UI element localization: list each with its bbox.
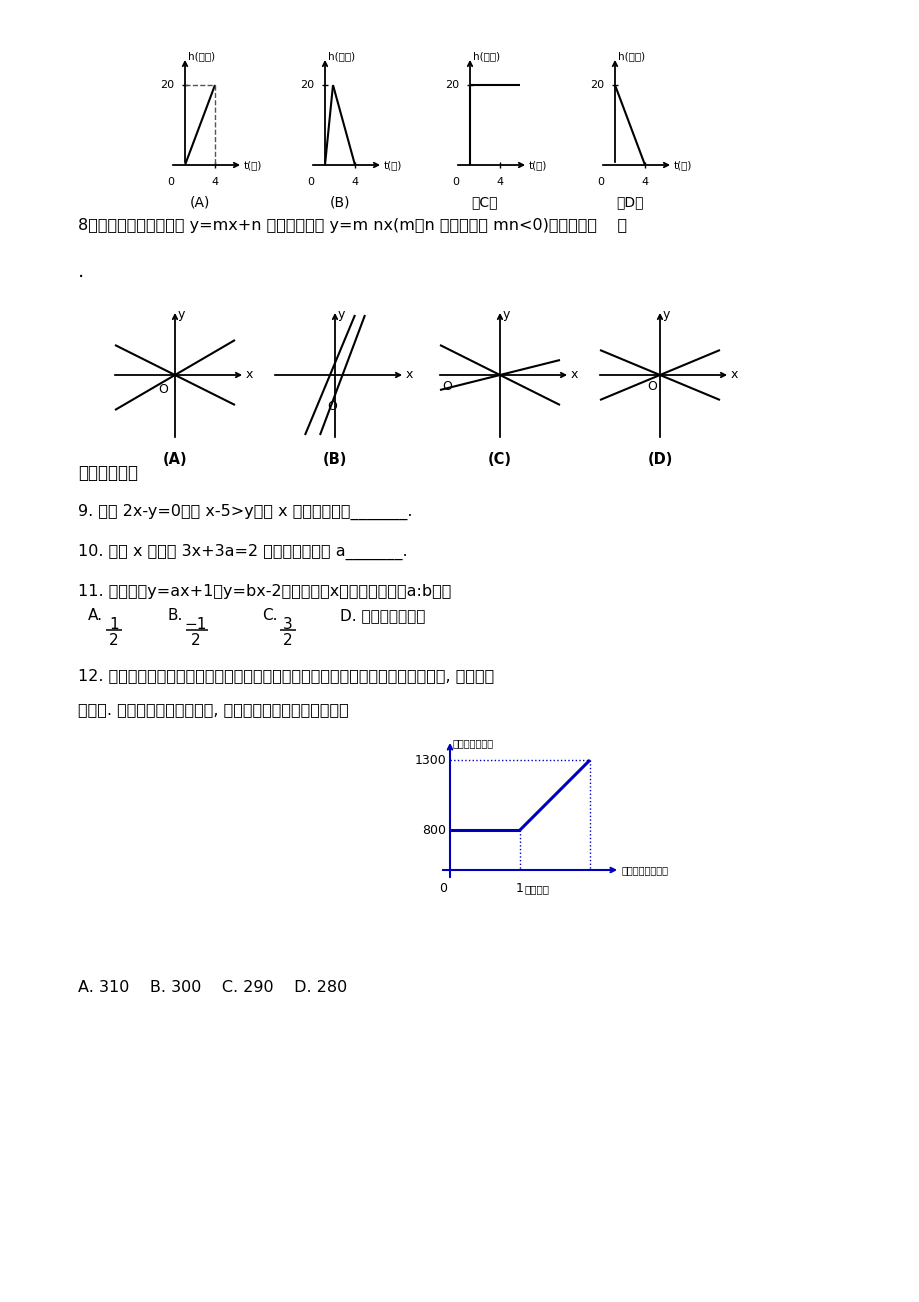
- Text: 0: 0: [438, 881, 447, 894]
- Text: −1: −1: [185, 617, 207, 631]
- Text: 个人收入（元）: 个人收入（元）: [452, 738, 494, 749]
- Text: (B): (B): [323, 452, 346, 467]
- Text: O: O: [646, 380, 656, 393]
- Text: 图所示. 由图中给出的信息可知, 营销人员没有销售时的收入是: 图所示. 由图中给出的信息可知, 营销人员没有销售时的收入是: [78, 702, 348, 717]
- Text: O: O: [327, 400, 336, 413]
- Text: 3: 3: [283, 617, 292, 631]
- Text: 10. 关于 x 的方程 3x+3a=2 的解是正数，则 a_______.: 10. 关于 x 的方程 3x+3a=2 的解是正数，则 a_______.: [78, 544, 407, 560]
- Text: 20: 20: [160, 79, 174, 90]
- Text: 20: 20: [589, 79, 604, 90]
- Text: h(厘米): h(厘米): [328, 51, 355, 61]
- Text: O: O: [442, 380, 451, 393]
- Text: 三、课外拓展: 三、课外拓展: [78, 464, 138, 482]
- Text: 月销售量: 月销售量: [525, 884, 550, 894]
- Text: 4: 4: [351, 177, 358, 187]
- Text: 20: 20: [300, 79, 313, 90]
- Text: 0: 0: [452, 177, 459, 187]
- Text: A.: A.: [88, 608, 103, 622]
- Text: 0: 0: [167, 177, 175, 187]
- Text: h(厘米): h(厘米): [472, 51, 500, 61]
- Text: y: y: [337, 309, 345, 322]
- Text: (B): (B): [329, 195, 350, 210]
- Text: 2: 2: [283, 633, 292, 648]
- Text: y: y: [663, 309, 670, 322]
- Text: 2: 2: [191, 633, 200, 648]
- Text: (D): (D): [647, 452, 672, 467]
- Text: x: x: [405, 368, 413, 381]
- Text: A. 310    B. 300    C. 290    D. 280: A. 310 B. 300 C. 290 D. 280: [78, 980, 346, 995]
- Text: 1300: 1300: [414, 754, 446, 767]
- Text: (A): (A): [189, 195, 210, 210]
- Text: 9. 已知 2x-y=0，且 x-5>y，则 x 的取值范围是_______.: 9. 已知 2x-y=0，且 x-5>y，则 x 的取值范围是_______.: [78, 504, 412, 521]
- Text: （C）: （C）: [471, 195, 498, 210]
- Text: 800: 800: [422, 823, 446, 836]
- Text: C.: C.: [262, 608, 278, 622]
- Text: 0: 0: [596, 177, 604, 187]
- Text: D. 以上答案都不对: D. 以上答案都不对: [340, 608, 425, 622]
- Text: y: y: [503, 309, 510, 322]
- Text: h(厘米): h(厘米): [187, 51, 215, 61]
- Text: t(时): t(时): [383, 160, 402, 171]
- Text: t(时): t(时): [674, 160, 692, 171]
- Text: 12. 某公司市场营业员销部的营销人员的个人收入与其每月的销售量成一次函数关系, 其图象如: 12. 某公司市场营业员销部的营销人员的个人收入与其每月的销售量成一次函数关系,…: [78, 668, 494, 684]
- Text: (C): (C): [487, 452, 512, 467]
- Text: y: y: [177, 309, 185, 322]
- Text: 20: 20: [445, 79, 459, 90]
- Text: B.: B.: [168, 608, 183, 622]
- Text: 月销售量（万件）: 月销售量（万件）: [621, 865, 668, 875]
- Text: 2: 2: [109, 633, 119, 648]
- Text: x: x: [571, 368, 578, 381]
- Text: t(时): t(时): [528, 160, 547, 171]
- Text: 4: 4: [641, 177, 648, 187]
- Text: 4: 4: [496, 177, 503, 187]
- Text: （D）: （D）: [616, 195, 643, 210]
- Text: 1: 1: [109, 617, 119, 631]
- Text: h(厘米): h(厘米): [618, 51, 644, 61]
- Text: .: .: [78, 262, 85, 281]
- Text: 4: 4: [211, 177, 219, 187]
- Text: 8、下图中表示一次函数 y=mx+n 与正比例函数 y=m nx(m，n 是常数，且 mn<0)图像的是（    ）: 8、下图中表示一次函数 y=mx+n 与正比例函数 y=m nx(m，n 是常数…: [78, 217, 627, 233]
- Text: 1: 1: [516, 881, 523, 894]
- Text: 0: 0: [307, 177, 314, 187]
- Text: O: O: [158, 383, 168, 396]
- Text: t(时): t(时): [244, 160, 262, 171]
- Text: 11. 一次函数y=ax+1与y=bx-2的图象交于x轴上一点，那么a:b等于: 11. 一次函数y=ax+1与y=bx-2的图象交于x轴上一点，那么a:b等于: [78, 585, 451, 599]
- Text: x: x: [245, 368, 253, 381]
- Text: x: x: [731, 368, 738, 381]
- Text: (A): (A): [163, 452, 187, 467]
